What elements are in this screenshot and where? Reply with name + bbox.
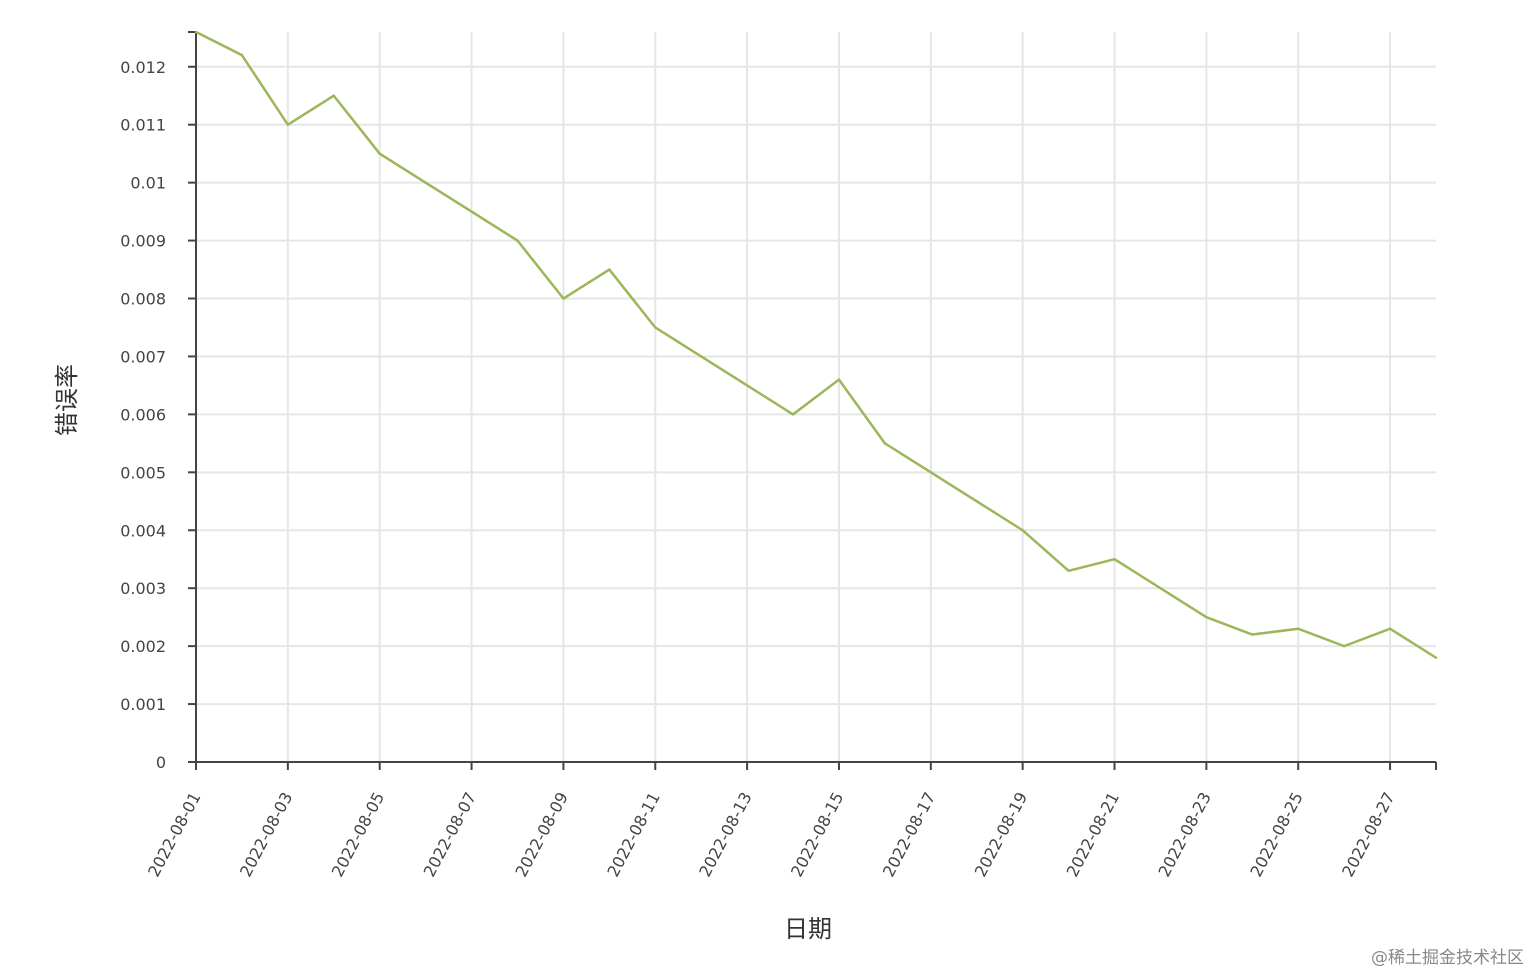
data-point [837, 378, 841, 381]
y-tick-label: 0.001 [120, 695, 166, 714]
data-point [562, 297, 565, 300]
x-tick-label: 2022-08-05 [328, 789, 388, 880]
data-point [516, 239, 519, 242]
x-tick-label: 2022-08-09 [512, 789, 572, 880]
y-tick-label: 0.004 [120, 521, 166, 540]
y-tick-label: 0.006 [120, 405, 166, 424]
x-tick-label: 2022-08-23 [1154, 789, 1214, 880]
y-tick-label: 0.005 [120, 463, 166, 482]
x-tick-label: 2022-08-19 [971, 789, 1031, 880]
data-point [1388, 627, 1392, 630]
y-tick-label: 0 [156, 753, 166, 772]
y-tick-label: 0.002 [120, 637, 166, 656]
x-tick-label: 2022-08-13 [695, 789, 755, 880]
x-tick-label: 2022-08-25 [1246, 789, 1306, 880]
y-axis-label: 错误率 [53, 364, 81, 436]
data-point [424, 181, 427, 184]
data-point [791, 413, 795, 416]
data-point [929, 471, 933, 474]
y-tick-label: 0.003 [120, 579, 166, 598]
data-point [286, 123, 290, 126]
data-point [699, 355, 703, 358]
data-point [240, 53, 244, 57]
x-tick-label: 2022-08-11 [603, 789, 663, 880]
data-point [975, 500, 978, 503]
data-point [1297, 627, 1300, 630]
x-tick-label: 2022-08-17 [879, 789, 939, 880]
y-tick-label: 0.011 [120, 116, 166, 135]
y-tick-label: 0.007 [120, 347, 166, 366]
series-line [195, 30, 1437, 659]
watermark: @稀土掘金技术社区 [1371, 948, 1524, 968]
x-tick-label: 2022-08-21 [1063, 789, 1123, 880]
data-point [1342, 644, 1346, 648]
x-tick-label: 2022-08-03 [236, 789, 296, 880]
data-point [745, 384, 749, 387]
x-tick-label: 2022-08-07 [420, 789, 480, 880]
x-tick-label: 2022-08-27 [1338, 789, 1398, 880]
data-point [470, 210, 473, 213]
data-point [332, 94, 335, 97]
data-point [608, 268, 611, 271]
data-point [1251, 633, 1254, 636]
data-point [1159, 586, 1162, 590]
data-point [378, 152, 381, 155]
y-tick-label: 0.008 [120, 290, 166, 309]
y-tick-label: 0.009 [120, 232, 166, 251]
data-point [1205, 615, 1208, 619]
data-point [883, 442, 887, 445]
x-axis-label: 日期 [784, 915, 832, 943]
data-point [1067, 569, 1070, 573]
data-point [194, 30, 198, 34]
x-tick-label: 2022-08-15 [787, 789, 847, 880]
data-point [1021, 529, 1024, 532]
data-point [1113, 558, 1116, 561]
data-point [654, 326, 657, 329]
y-tick-label: 0.01 [130, 174, 166, 193]
x-tick-label: 2022-08-01 [144, 789, 204, 880]
y-tick-label: 0.012 [120, 58, 166, 77]
data-point [1434, 656, 1438, 659]
